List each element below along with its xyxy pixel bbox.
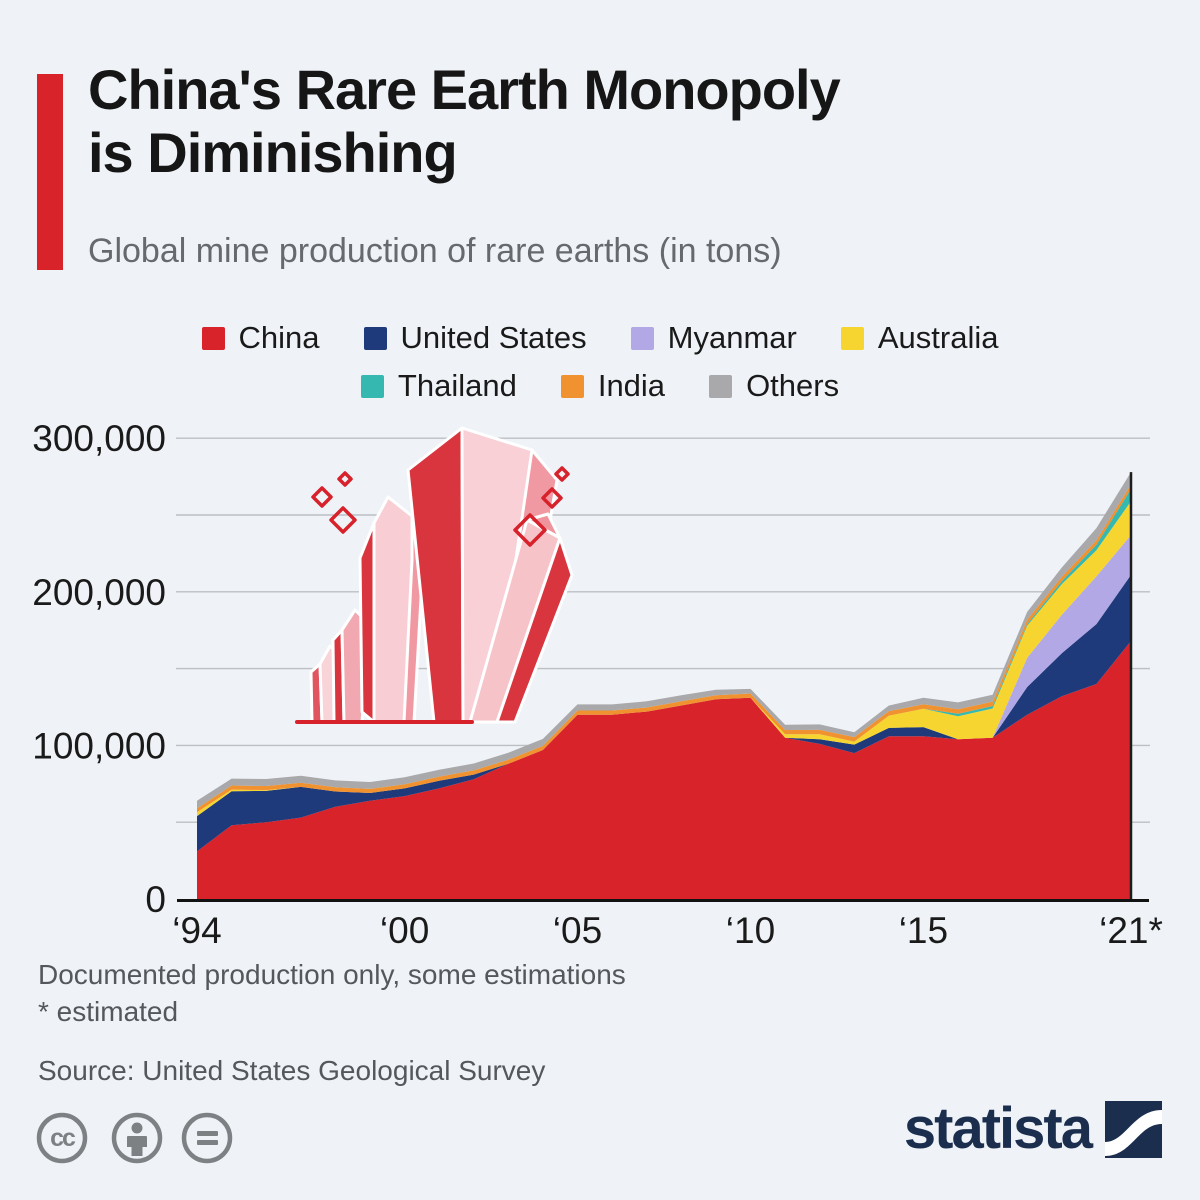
cc-icon[interactable] bbox=[36, 1112, 88, 1164]
legend-row-2: Thailand India Others bbox=[360, 368, 839, 404]
legend-item-china: China bbox=[201, 320, 320, 356]
legend-label: Others bbox=[746, 368, 840, 403]
legend-label: China bbox=[238, 320, 320, 355]
legend-swatch bbox=[201, 326, 225, 350]
legend-swatch bbox=[560, 374, 584, 398]
title-accent-bar bbox=[37, 74, 63, 270]
svg-text:‘10: ‘10 bbox=[726, 910, 775, 951]
statista-wordmark: statista bbox=[903, 1096, 1093, 1161]
title-line-2: is Diminishing bbox=[88, 121, 458, 185]
legend-swatch bbox=[360, 374, 384, 398]
svg-text:200,000: 200,000 bbox=[32, 572, 166, 613]
svg-text:‘21*: ‘21* bbox=[1099, 910, 1163, 951]
no-derivatives-equals-icon[interactable] bbox=[181, 1112, 233, 1164]
legend-item-thailand: Thailand bbox=[360, 368, 517, 404]
chart-subtitle: Global mine production of rare earths (i… bbox=[88, 232, 782, 270]
chart-legend: China United States Myanmar Australia Thail… bbox=[0, 320, 1200, 404]
legend-label: Australia bbox=[877, 320, 999, 355]
svg-text:‘05: ‘05 bbox=[553, 910, 602, 951]
legend-item-others: Others bbox=[709, 368, 839, 404]
legend-item-united-states: United States bbox=[363, 320, 587, 356]
crystal-illustration bbox=[295, 426, 574, 724]
statista-logo-icon bbox=[1105, 1100, 1162, 1158]
source-line: Source: United States Geological Survey bbox=[38, 1055, 546, 1087]
svg-text:‘94: ‘94 bbox=[172, 910, 221, 951]
svg-text:0: 0 bbox=[145, 879, 166, 920]
legend-row-1: China United States Myanmar Australia bbox=[201, 320, 999, 356]
footnotes: Documented production only, some estimat… bbox=[38, 956, 938, 1090]
legend-item-india: India bbox=[560, 368, 666, 404]
legend-label: Thailand bbox=[397, 368, 517, 403]
legend-swatch bbox=[363, 326, 387, 350]
title-line-1: China's Rare Earth Monopoly bbox=[88, 58, 841, 121]
legend-label: United States bbox=[400, 320, 587, 355]
license-icons: cc bbox=[36, 1112, 233, 1164]
page-title: China's Rare Earth Monopoly is Diminishin… bbox=[88, 58, 1168, 185]
legend-swatch bbox=[630, 326, 654, 350]
cc-glyph: cc bbox=[50, 1124, 76, 1152]
person-glyph bbox=[127, 1122, 147, 1156]
sparkle-icons bbox=[311, 466, 570, 547]
legend-item-myanmar: Myanmar bbox=[630, 320, 797, 356]
legend-label: Myanmar bbox=[667, 320, 797, 355]
legend-item-australia: Australia bbox=[840, 320, 999, 356]
legend-swatch bbox=[709, 374, 733, 398]
svg-text:300,000: 300,000 bbox=[32, 418, 166, 459]
footnote-estimated: * estimated bbox=[38, 996, 179, 1028]
attribution-person-icon[interactable] bbox=[111, 1112, 163, 1164]
legend-label: India bbox=[597, 368, 666, 403]
svg-text:100,000: 100,000 bbox=[32, 725, 166, 766]
equals-glyph bbox=[197, 1131, 218, 1145]
svg-text:‘15: ‘15 bbox=[899, 910, 948, 951]
legend-swatch bbox=[840, 326, 864, 350]
svg-text:‘00: ‘00 bbox=[380, 910, 429, 951]
footnote-note: Documented production only, some estimat… bbox=[38, 959, 626, 990]
plot-area: 0 100,000 200,000 300,000 ‘94 ‘00 ‘05 ‘10 ‘15 ‘21… bbox=[32, 418, 1163, 951]
statista-branding[interactable]: statista bbox=[904, 1100, 1162, 1158]
